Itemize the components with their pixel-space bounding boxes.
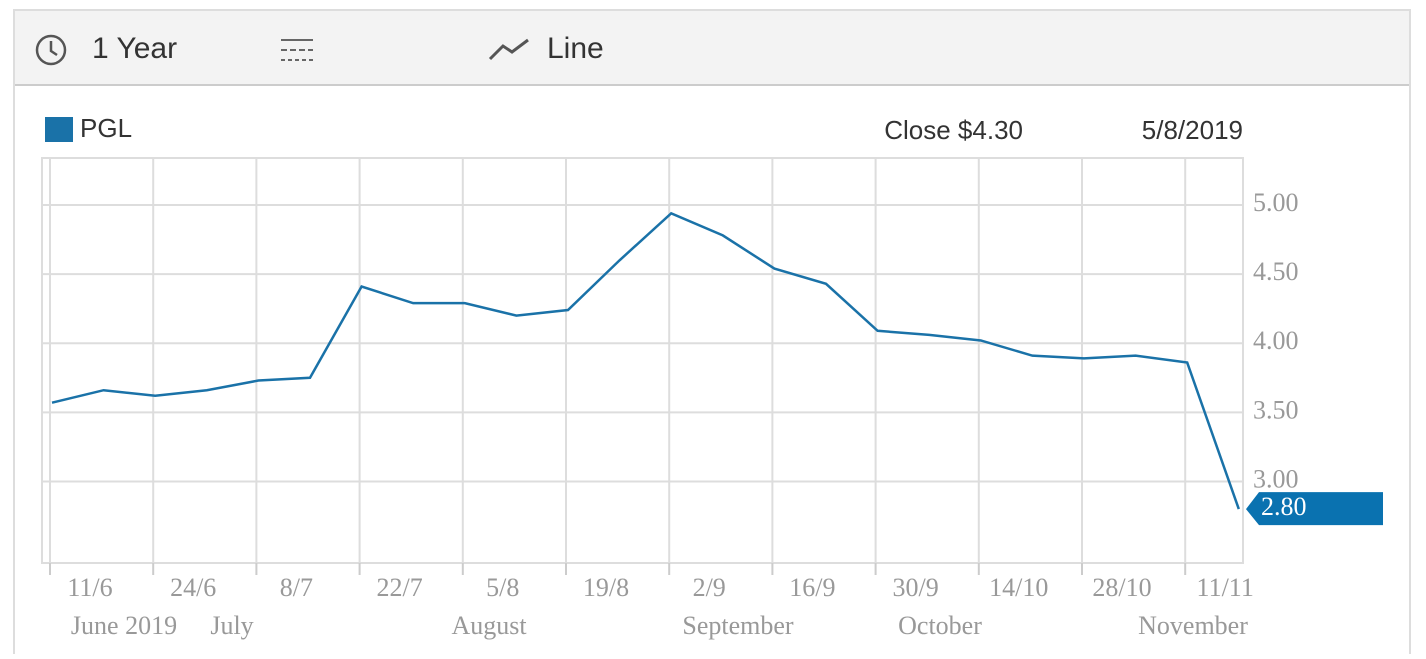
range-label: 1 Year	[92, 32, 177, 65]
legend-label: PGL	[80, 113, 132, 143]
clock-icon	[35, 34, 67, 66]
x-tick-label: 11/6	[67, 573, 112, 602]
plot-area	[41, 157, 1244, 564]
y-tick-label: 5.00	[1253, 188, 1299, 217]
x-tick-label: 19/8	[583, 573, 629, 602]
line-icon	[488, 38, 529, 61]
x-tick-label: 8/7	[280, 573, 313, 602]
last-value-label: 2.80	[1261, 492, 1307, 521]
month-label: November	[1138, 611, 1248, 640]
settings-button[interactable]	[281, 39, 313, 61]
frame	[13, 9, 1411, 659]
clock-hands	[49, 41, 58, 57]
month-label: July	[210, 611, 253, 640]
toolbar	[15, 11, 1409, 85]
x-tick-label: 2/9	[693, 573, 726, 602]
month-label: August	[451, 611, 527, 640]
price-line	[51, 211, 1240, 510]
style-button[interactable]: Line	[488, 32, 604, 65]
month-label: June 2019	[71, 611, 177, 640]
x-tick-label: 11/11	[1197, 573, 1254, 602]
y-tick-label: 4.00	[1253, 326, 1299, 355]
style-label: Line	[547, 32, 604, 65]
x-tick-label: 5/8	[486, 573, 519, 602]
tooltip-close: Close $4.30	[884, 115, 1023, 145]
month-label: October	[898, 611, 982, 640]
x-tick-label: 14/10	[989, 573, 1048, 602]
tooltip-date: 5/8/2019	[1142, 115, 1243, 145]
x-tick-label: 16/9	[789, 573, 835, 602]
x-tick-label: 24/6	[170, 573, 216, 602]
last-value-badge	[1246, 492, 1383, 526]
range-button[interactable]: 1 Year	[35, 32, 177, 66]
legend-swatch	[45, 117, 73, 142]
y-tick-label: 3.00	[1253, 464, 1299, 493]
month-label: September	[682, 611, 794, 640]
y-tick-label: 3.50	[1253, 395, 1299, 424]
x-tick-label: 22/7	[376, 573, 422, 602]
x-tick-label: 30/9	[892, 573, 938, 602]
x-tick-label: 28/10	[1092, 573, 1151, 602]
y-tick-label: 4.50	[1253, 257, 1299, 286]
